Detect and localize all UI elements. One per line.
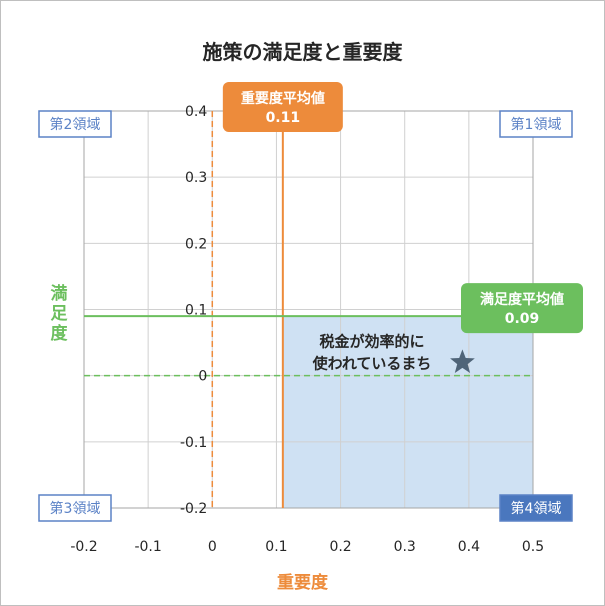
x-tick-label-4: 0.2	[329, 539, 351, 555]
y-axis-label-char-2: 度	[50, 324, 68, 344]
y-tick-label-2: 0.2	[185, 236, 207, 252]
data-point-star-0	[450, 349, 475, 373]
quadrant-3-box	[38, 494, 112, 522]
satisfaction-avg-callout-label: 満足度平均値	[480, 291, 564, 308]
x-tick-label-6: 0.4	[458, 539, 480, 555]
x-tick-label-7: 0.5	[522, 539, 544, 555]
data-point-label-line1-0: 税金が効率的に	[319, 332, 424, 350]
y-tick-label-4: 0	[198, 369, 207, 385]
x-tick-label-3: 0.1	[265, 539, 287, 555]
satisfaction-avg-callout-box	[461, 283, 583, 334]
y-tick-label-5: -0.1	[180, 435, 207, 451]
quadrant-2-box	[38, 110, 112, 138]
data-point-label-line2-0: 使われているまち	[312, 354, 432, 372]
quadrant-4-label: 第4領域	[511, 500, 562, 517]
importance-avg-callout-label: 重要度平均値	[241, 90, 325, 107]
x-axis-label: 重要度	[277, 573, 328, 593]
y-tick-label-3: 0.1	[185, 303, 207, 319]
y-tick-label-6: -0.2	[180, 501, 207, 517]
y-axis-label-char-0: 満	[50, 284, 68, 304]
x-tick-label-5: 0.3	[394, 539, 416, 555]
importance-avg-callout-box	[222, 82, 343, 132]
chart-title: 施策の満足度と重要度	[202, 40, 403, 64]
satisfaction-avg-callout-value: 0.09	[505, 311, 540, 327]
quadrant-1-label: 第1領域	[511, 116, 562, 133]
y-tick-label-0: 0.4	[185, 104, 207, 120]
y-axis-label: 満足度	[46, 284, 72, 344]
quadrant-4-fill	[282, 316, 533, 508]
y-axis-label-char-1: 足	[50, 304, 68, 324]
quadrant-4-box	[499, 494, 573, 522]
quadrant-1-box	[499, 110, 573, 138]
x-tick-label-0: -0.2	[70, 539, 97, 555]
y-tick-label-1: 0.3	[185, 170, 207, 186]
quadrant-3-label: 第3領域	[50, 500, 101, 517]
quadrant-2-label: 第2領域	[50, 116, 101, 133]
importance-avg-callout-value: 0.11	[266, 110, 301, 126]
x-tick-label-1: -0.1	[134, 539, 161, 555]
x-tick-label-2: 0	[208, 539, 217, 555]
